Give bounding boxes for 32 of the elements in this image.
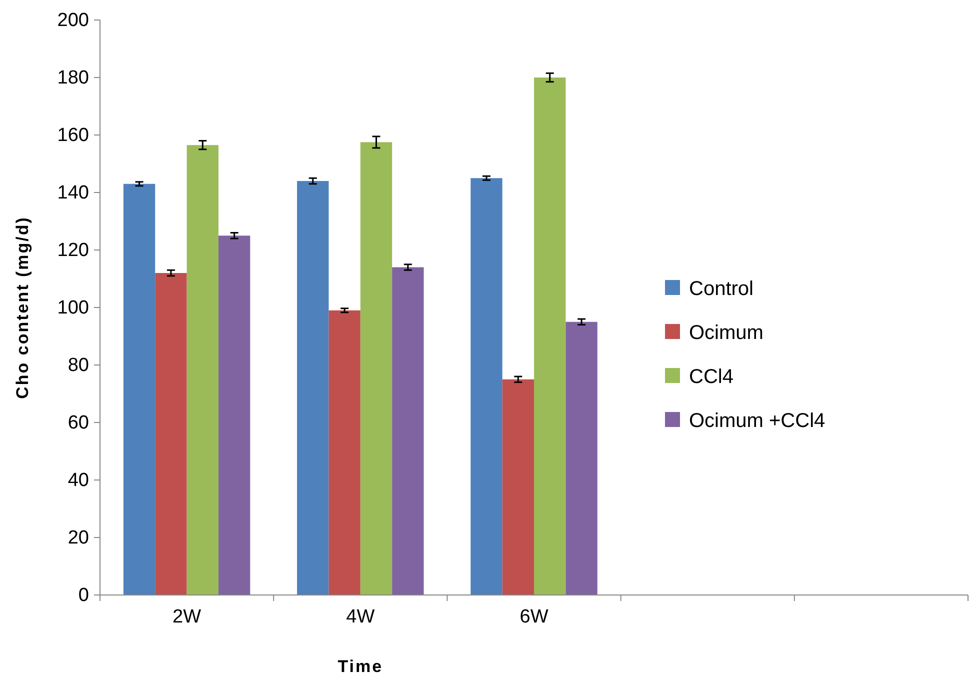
x-tick-label: 6W <box>520 606 548 628</box>
bar <box>534 78 566 595</box>
y-tick-label: 160 <box>57 125 89 146</box>
y-tick-label: 20 <box>68 528 89 549</box>
legend-label: Ocimum <box>689 322 764 344</box>
bar <box>186 145 218 595</box>
bar <box>123 184 156 595</box>
y-tick-label: 140 <box>57 182 89 204</box>
bar <box>218 236 250 595</box>
y-tick-label: 100 <box>57 298 89 319</box>
bar <box>392 267 424 595</box>
bar <box>502 379 534 595</box>
y-axis-title: Cho content (mg/d) <box>13 216 32 399</box>
bar <box>360 142 392 595</box>
bar <box>155 273 187 595</box>
y-tick-label: 80 <box>68 355 89 376</box>
bar <box>328 310 360 595</box>
y-tick-label: 120 <box>57 240 89 262</box>
y-tick-label: 180 <box>57 68 89 89</box>
y-tick-label: 200 <box>57 10 89 32</box>
y-tick-label: 40 <box>68 470 89 492</box>
x-tick-label: 4W <box>346 606 375 628</box>
bar <box>566 322 598 595</box>
bar <box>470 178 502 595</box>
x-axis-title: Time <box>338 657 384 676</box>
legend-label: CCl4 <box>689 366 734 388</box>
legend-label: Control <box>689 278 754 300</box>
bar <box>297 181 329 595</box>
legend-label: Ocimum +CCl4 <box>689 410 826 432</box>
y-tick-label: 60 <box>68 412 89 434</box>
y-tick-label: 0 <box>78 585 89 606</box>
x-tick-label: 2W <box>172 606 202 628</box>
